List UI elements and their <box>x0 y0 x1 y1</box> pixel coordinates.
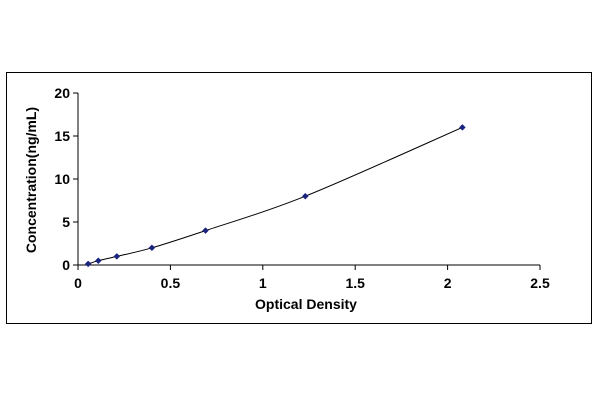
chart-frame <box>6 72 592 324</box>
data-point <box>84 260 92 268</box>
y-tick-labels: 0 5 10 15 20 <box>54 85 70 273</box>
data-point <box>459 124 466 131</box>
data-points <box>84 124 466 268</box>
x-tick-label: 0 <box>74 275 82 291</box>
y-tick-label: 0 <box>62 257 70 273</box>
y-axis-label: Concentration(ng/mL) <box>23 107 39 253</box>
data-point <box>94 257 102 265</box>
data-point <box>202 227 209 234</box>
x-tick-label: 2 <box>444 275 452 291</box>
x-tick-label: 2.5 <box>530 275 550 291</box>
data-point <box>301 192 309 200</box>
data-point <box>113 253 121 260</box>
data-point <box>148 244 156 252</box>
y-tick-label: 5 <box>62 214 70 230</box>
x-tick-label: 0.5 <box>161 275 181 291</box>
x-tick-label: 1.5 <box>345 275 365 291</box>
axes <box>73 92 541 270</box>
fit-curve <box>88 126 463 265</box>
x-tick-label: 1 <box>259 275 267 291</box>
x-tick-labels: 0 0.5 1 1.5 2 2.5 <box>74 275 550 291</box>
y-tick-label: 15 <box>54 128 70 144</box>
y-tick-label: 20 <box>54 85 70 101</box>
y-tick-label: 10 <box>54 171 70 187</box>
x-axis-label: Optical Density <box>255 296 357 312</box>
